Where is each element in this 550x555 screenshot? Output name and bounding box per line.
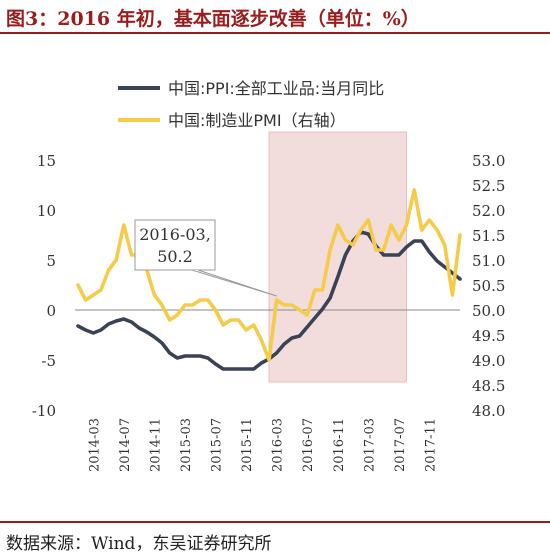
x-tick-label: 2017-11: [423, 418, 438, 472]
right-tick-label: 50.0: [472, 302, 505, 320]
right-axis: 48.0 48.5 49.0 49.5 50.0 50.5 51.0 51.5 52.0 52.5…: [472, 152, 505, 420]
left-tick-label: 10: [37, 202, 56, 220]
annotation-text: 2016-03,: [139, 225, 211, 244]
x-tick-label: 2016-11: [332, 418, 347, 472]
source-rule: [0, 521, 550, 523]
right-tick-label: 48.5: [472, 377, 505, 395]
x-tick-label: 2014-11: [148, 418, 163, 472]
annotation-box: [134, 219, 216, 271]
right-tick-label: 49.5: [472, 327, 505, 345]
right-tick-label: 51.5: [472, 227, 505, 245]
x-tick-label: 2017-07: [393, 418, 408, 472]
legend-label: 中国:制造业PMI（右轴）: [168, 111, 346, 130]
x-tick-label: 2014-03: [87, 418, 102, 472]
data-source: 数据来源：Wind，东吴证券研究所: [6, 534, 272, 554]
annotation-text: 50.2: [157, 247, 193, 266]
figure-title: 图3：2016 年初，基本面逐步改善（单位：%）: [6, 8, 420, 30]
x-tick-label: 2016-03: [271, 418, 286, 472]
title-rule: [0, 32, 550, 34]
left-tick-label: 15: [37, 152, 56, 170]
x-tick-label: 2015-07: [210, 418, 225, 472]
left-tick-label: 5: [46, 252, 56, 270]
right-tick-label: 50.5: [472, 277, 505, 295]
right-tick-label: 51.0: [472, 252, 505, 270]
legend-label: 中国:PPI:全部工业品:当月同比: [168, 79, 384, 98]
left-axis: -10 -5 0 5 10 15: [32, 152, 56, 420]
right-tick-label: 48.0: [472, 402, 505, 420]
left-tick-label: -5: [41, 352, 56, 370]
x-tick-label: 2017-03: [362, 418, 377, 472]
x-tick-label: 2016-07: [301, 418, 316, 472]
left-tick-label: 0: [46, 302, 56, 320]
x-axis: 2014-03 2014-07 2014-11 2015-03 2015-07 2015-…: [87, 418, 438, 472]
x-tick-label: 2014-07: [118, 418, 133, 472]
right-tick-label: 52.0: [472, 202, 505, 220]
annotation-callout: 2016-03, 50.2: [134, 219, 277, 297]
right-tick-label: 52.5: [472, 177, 505, 195]
left-tick-label: -10: [32, 402, 56, 420]
shaded-region: [268, 131, 408, 383]
x-tick-label: 2015-11: [240, 418, 255, 472]
right-tick-label: 53.0: [472, 152, 505, 170]
right-tick-label: 49.0: [472, 352, 505, 370]
annotation-pointer: [180, 269, 277, 297]
x-tick-label: 2015-03: [179, 418, 194, 472]
